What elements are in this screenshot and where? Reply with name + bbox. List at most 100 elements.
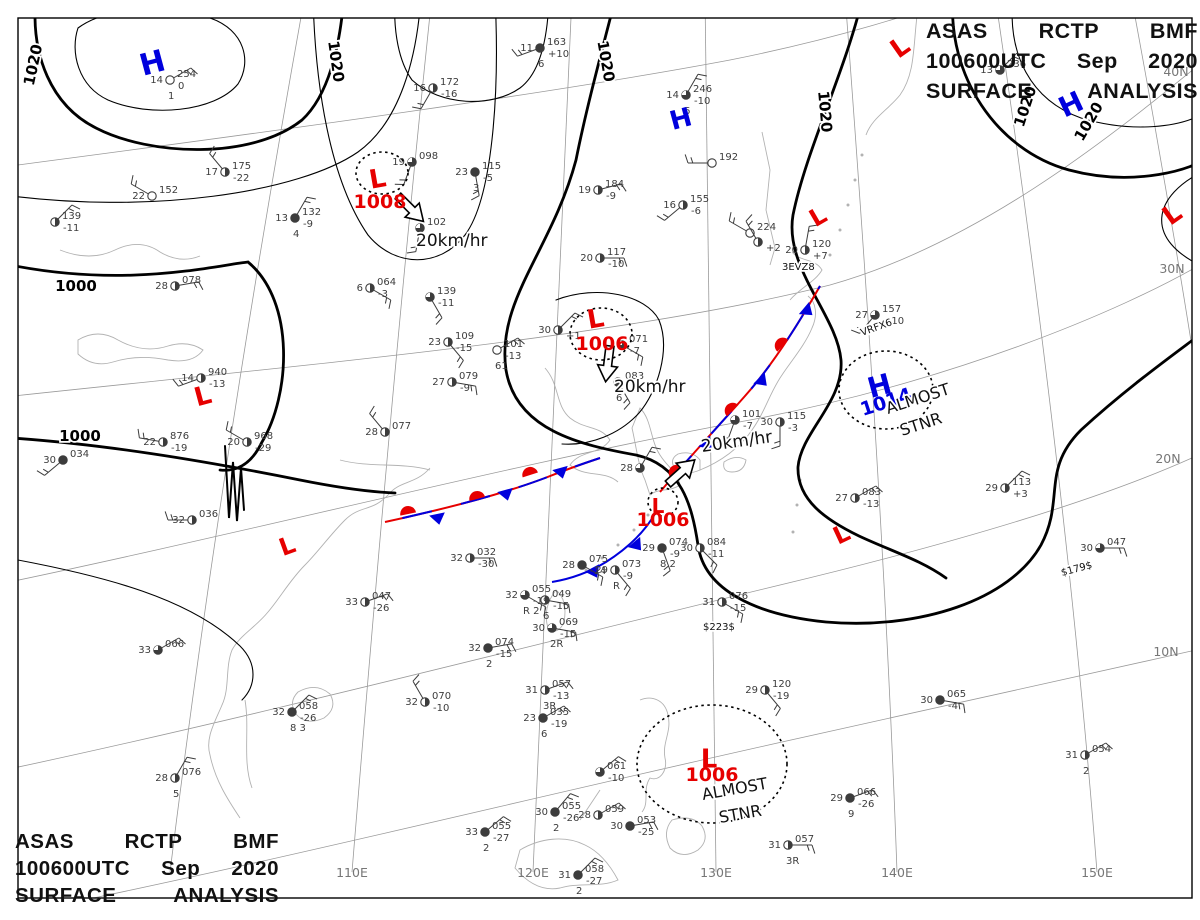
- station-dewpoint: -25: [638, 827, 654, 838]
- isobar-1020: [790, 18, 948, 580]
- latitude-label: 20N: [1155, 451, 1180, 466]
- station-pressure: 069: [559, 617, 578, 628]
- station-temperature: 32: [505, 590, 518, 601]
- cold-front-marker: [698, 435, 712, 449]
- station-pressure: 254: [177, 69, 196, 80]
- station-extra: 6: [543, 611, 549, 622]
- station-temperature: 31: [768, 840, 781, 851]
- station-pressure: 059: [605, 804, 624, 815]
- longitude-label: 130E: [700, 865, 732, 880]
- station-pressure: 078: [182, 275, 201, 286]
- station-extra: 6: [538, 59, 544, 70]
- station-plot: 20 117-10: [580, 247, 628, 270]
- station-extra: 6: [541, 729, 547, 740]
- station-temperature: 20: [227, 437, 240, 448]
- station-extra: R 2: [523, 606, 540, 617]
- station-extra: 3: [473, 183, 479, 194]
- station-temperature: 30: [760, 417, 773, 428]
- meridian-100e: [169, 18, 302, 873]
- station-dewpoint: -10: [694, 96, 710, 107]
- station-pressure: 098: [419, 151, 438, 162]
- title-word: 2020: [1148, 49, 1198, 73]
- station-dewpoint: -14: [590, 566, 606, 577]
- station-pressure: 058: [299, 701, 318, 712]
- station-dewpoint: -11: [63, 223, 79, 234]
- station-dewpoint: -22: [233, 173, 249, 184]
- station-temperature: 20: [580, 253, 593, 264]
- isobar-value-label: 1020: [20, 43, 46, 88]
- movement-arrow: [394, 192, 425, 223]
- station-temperature: 33: [345, 597, 358, 608]
- station-dewpoint: -13: [209, 379, 225, 390]
- station-pressure: 055: [492, 821, 511, 832]
- center-letter-H: H: [667, 102, 696, 137]
- longitude-label: 140E: [881, 865, 913, 880]
- longitude-label: 150E: [1081, 865, 1113, 880]
- station-plot: 14 940-13: [172, 367, 227, 390]
- station-plot: 101-7: [717, 409, 761, 444]
- center-letter-L: L: [275, 530, 299, 562]
- pressure-center-low: L: [191, 380, 215, 413]
- station-dewpoint: -15: [456, 343, 472, 354]
- coast-borneo: [514, 838, 619, 890]
- station-dewpoint: -15: [496, 649, 512, 660]
- station-pressure: 155: [690, 194, 709, 205]
- station-plot: 11 163+10 6: [511, 37, 569, 70]
- station-pressure: 152: [159, 185, 178, 196]
- coast-hokkaido: [789, 251, 823, 301]
- station-temperature: 27: [835, 493, 848, 504]
- station-pressure: 132: [302, 207, 321, 218]
- latitude-label: 40N: [1163, 64, 1188, 79]
- station-dewpoint: -11: [438, 298, 454, 309]
- station-dewpoint: -15: [553, 601, 569, 612]
- station-pressure: 079: [459, 371, 478, 382]
- station-dewpoint: -6: [691, 206, 701, 217]
- station-plot: 31 057 3R: [768, 834, 816, 867]
- station-dewpoint: -19: [773, 691, 789, 702]
- isobar-1020: [951, 18, 1192, 179]
- isobar: [1161, 177, 1192, 262]
- station-plots: 142540117175-222215213132-94139-11280786…: [36, 37, 1128, 897]
- station-temperature: 13: [275, 213, 288, 224]
- station-dewpoint: -26: [373, 603, 389, 614]
- station-pressure: 175: [232, 161, 251, 172]
- isobar-1000: [18, 437, 397, 495]
- meridian-140e: [846, 18, 898, 873]
- station-plot: 071-7: [617, 334, 648, 366]
- warm-front-marker: [469, 491, 485, 502]
- title-word: BMF: [1149, 19, 1198, 43]
- center-pressure-value: 1006: [686, 764, 739, 786]
- pressure-center-low: L: [1157, 198, 1188, 232]
- station-dewpoint: -27: [493, 833, 509, 844]
- station-extra: 3R: [786, 856, 799, 867]
- coast-shikoku: [723, 457, 747, 473]
- title-word: ANALYSIS: [173, 884, 279, 907]
- cold-front-marker: [627, 536, 642, 551]
- station-pressure: 073: [622, 559, 641, 570]
- coast-mindanao: [666, 817, 706, 855]
- cloud-cover-circle: [165, 75, 175, 85]
- annotation-text: STNR: [897, 408, 944, 439]
- station-temperature: 30: [535, 807, 548, 818]
- station-plot: 28 077: [365, 405, 411, 438]
- station-pressure: 083: [625, 371, 644, 382]
- title-word: RCTP: [1038, 19, 1100, 43]
- station-pressure: 120: [772, 679, 791, 690]
- station-pressure: 035: [550, 707, 569, 718]
- station-plot: 32 074-15 2: [468, 637, 517, 670]
- station-pressure: 074: [669, 537, 688, 548]
- station-pressure: 172: [440, 77, 459, 88]
- station-extra: 8 3: [290, 723, 306, 734]
- center-letter-L: L: [1157, 198, 1188, 232]
- station-pressure: 064: [377, 277, 396, 288]
- station-temperature: 31: [558, 870, 571, 881]
- station-plot: 30 047: [1080, 537, 1128, 557]
- station-temperature: 29: [745, 685, 758, 696]
- station-dewpoint: -13: [553, 691, 569, 702]
